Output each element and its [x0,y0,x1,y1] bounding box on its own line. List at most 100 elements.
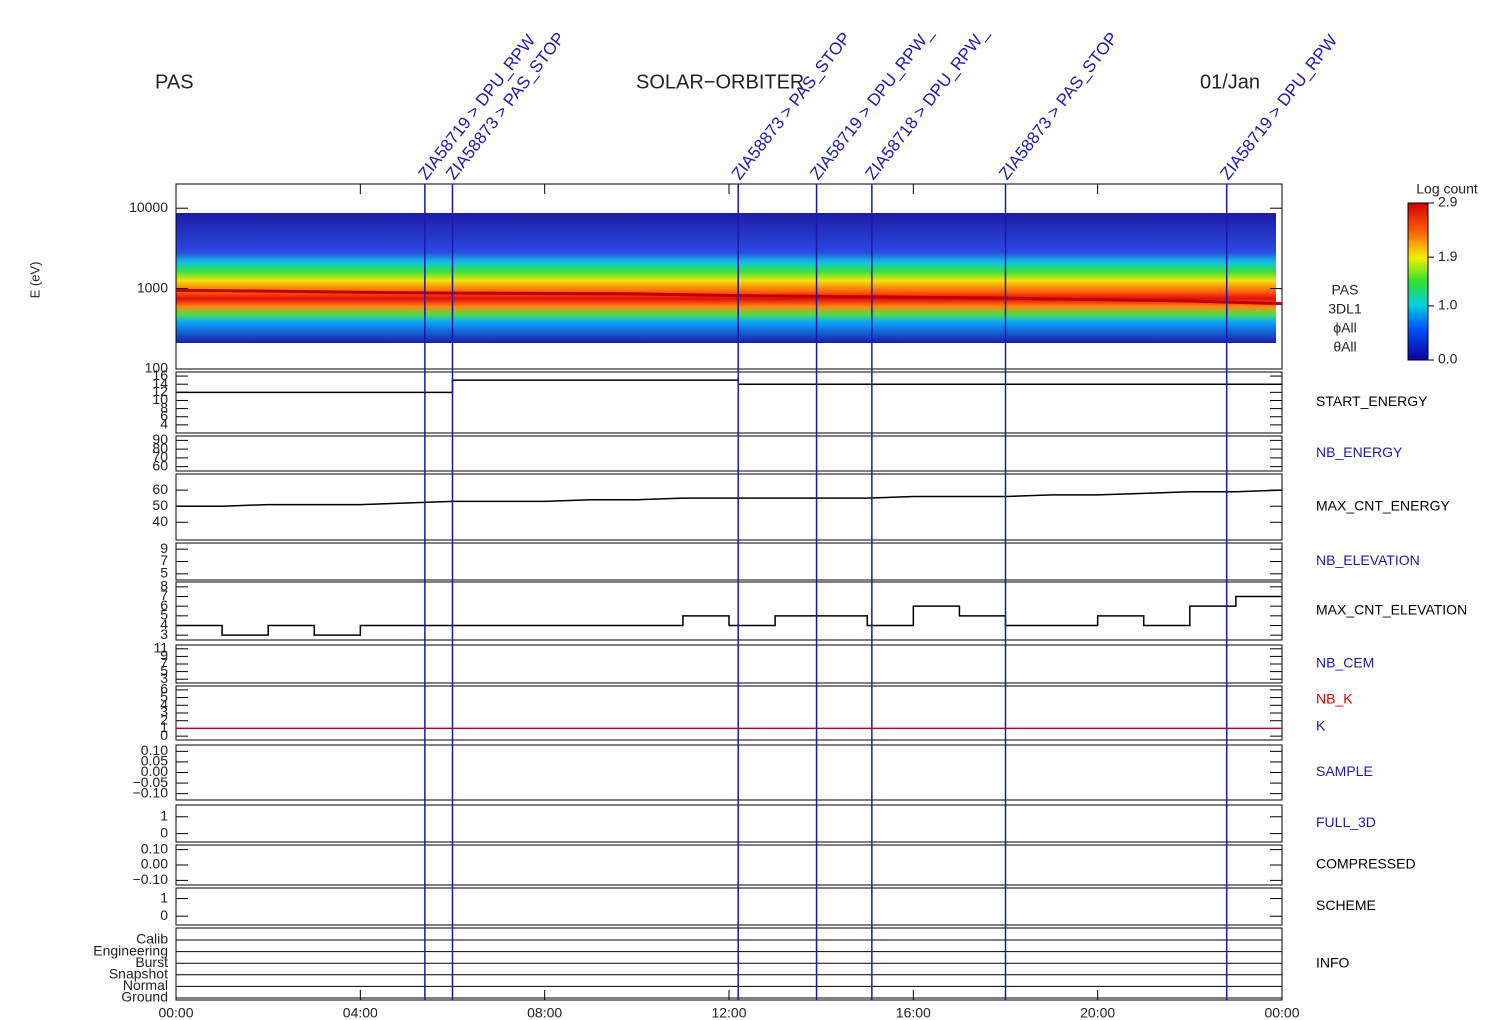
y-tick-label: 3 [160,670,168,686]
panel-label: 3DL1 [1328,301,1362,317]
panel-frame [175,844,1283,886]
y-tick-label: 6 [160,681,168,697]
y-tick-label: 0 [160,907,168,923]
series-line [176,595,1282,636]
x-tick-label: 08:00 [527,1005,562,1020]
header-right: 01/Jan [1200,71,1260,93]
y-tick-label: 8 [160,399,168,415]
panel-frame [175,927,1283,1001]
event-label: ZIA58719 > DPU_RPW [1216,31,1341,183]
y-tick-label: 10 [152,391,168,407]
y-tick-label: 3 [160,626,168,642]
y-tick-label: 100 [145,360,169,376]
y-tick-label: 11 [153,640,168,656]
y-tick-label: 7 [160,587,168,603]
category-label: Ground [121,989,168,1005]
panel-frame [175,804,1283,843]
event-label: ZIA58719 > DPU_RPW [415,31,540,183]
y-tick-label: 1000 [137,279,168,295]
panel-frame [175,371,1283,434]
y-tick-label: −0.10 [133,871,169,887]
panel-frame [175,744,1283,801]
panel-label: PAS [1332,282,1359,298]
y-tick-label: 9 [160,540,168,556]
y-tick-label: 6 [160,597,168,613]
panel-label: SCHEME [1316,897,1376,913]
y-tick-label: 40 [152,513,168,529]
y-tick-label: 5 [160,688,168,704]
panel-label: K [1316,718,1326,734]
panel-label: START_ENERGY [1316,393,1428,409]
x-tick-label: 16:00 [896,1005,931,1020]
y-tick-label: 5 [160,662,168,678]
panel-label: SAMPLE [1316,763,1373,779]
panel-frame [175,887,1283,926]
panel-label: NB_K [1316,691,1353,707]
y-axis-label: E (eV) [27,262,42,299]
y-tick-label: 4 [160,416,168,432]
y-tick-label: 8 [160,578,168,594]
y-tick-label: 50 [152,497,168,513]
panel-frame [175,542,1283,581]
y-tick-label: 70 [152,449,168,465]
panel-frame [175,435,1283,472]
colorbar [1407,202,1429,361]
colorbar-tick-label: 1.9 [1438,248,1458,264]
colorbar-tick-label: 2.9 [1438,194,1458,210]
y-tick-label: 1 [160,889,168,905]
y-tick-label: 9 [160,647,168,663]
panel-label: NB_ELEVATION [1316,552,1420,568]
y-tick-label: 60 [152,481,168,497]
panel-frame [175,473,1283,541]
y-tick-label: 1 [160,807,168,823]
category-label: Snapshot [109,966,168,982]
y-tick-label: 60 [152,457,168,473]
panel-label: MAX_CNT_ENERGY [1316,498,1450,514]
series-line [176,379,1282,394]
y-tick-label: 2 [160,711,168,727]
y-tick-label: 4 [160,616,168,632]
x-tick-label: 00:00 [1264,1005,1299,1020]
panel-label: NB_ENERGY [1316,444,1403,460]
category-label: Calib [136,931,168,947]
panel-label: NB_CEM [1316,655,1374,671]
y-tick-label: 4 [160,696,168,712]
y-tick-label: 12 [152,383,168,399]
y-tick-label: 0.10 [141,840,168,856]
x-tick-label: 00:00 [158,1005,193,1020]
spectrogram-band [176,213,1276,343]
panel-frame [175,581,1283,641]
peak-line [175,288,1283,306]
panel-label: FULL_3D [1316,814,1376,830]
y-tick-label: 1 [160,719,168,735]
y-tick-label: 0.10 [141,742,168,758]
panel-frame [175,644,1283,684]
header-left: PAS [155,71,194,93]
colorbar-title: Log count [1416,181,1478,197]
event-label: ZIA58873 > PAS_STOP [442,29,569,184]
category-label: Engineering [93,942,168,958]
y-tick-label: −0.10 [133,784,169,800]
y-tick-label: 7 [160,552,168,568]
colorbar-tick-label: 0.0 [1438,351,1458,367]
y-tick-label: 7 [160,655,168,671]
panel-label: ϕAll [1333,320,1356,336]
y-tick-label: 16 [152,367,168,383]
series-line [176,489,1283,507]
y-tick-label: 0 [160,824,168,840]
y-tick-label: 6 [160,407,168,423]
y-tick-label: 10000 [129,199,168,215]
y-tick-label: 5 [160,607,168,623]
y-tick-label: 0.00 [141,763,168,779]
x-tick-label: 04:00 [343,1005,378,1020]
y-tick-label: 80 [152,440,168,456]
y-tick-label: 5 [160,565,168,581]
colorbar-tick-label: 1.0 [1438,297,1458,313]
y-tick-label: 3 [160,704,168,720]
panel-label: MAX_CNT_ELEVATION [1316,602,1467,618]
y-tick-label: 0 [160,727,168,743]
header-center: SOLAR−ORBITER [636,71,804,93]
event-label: ZIA58873 > PAS_STOP [995,29,1122,184]
y-tick-label: −0.05 [133,774,169,790]
